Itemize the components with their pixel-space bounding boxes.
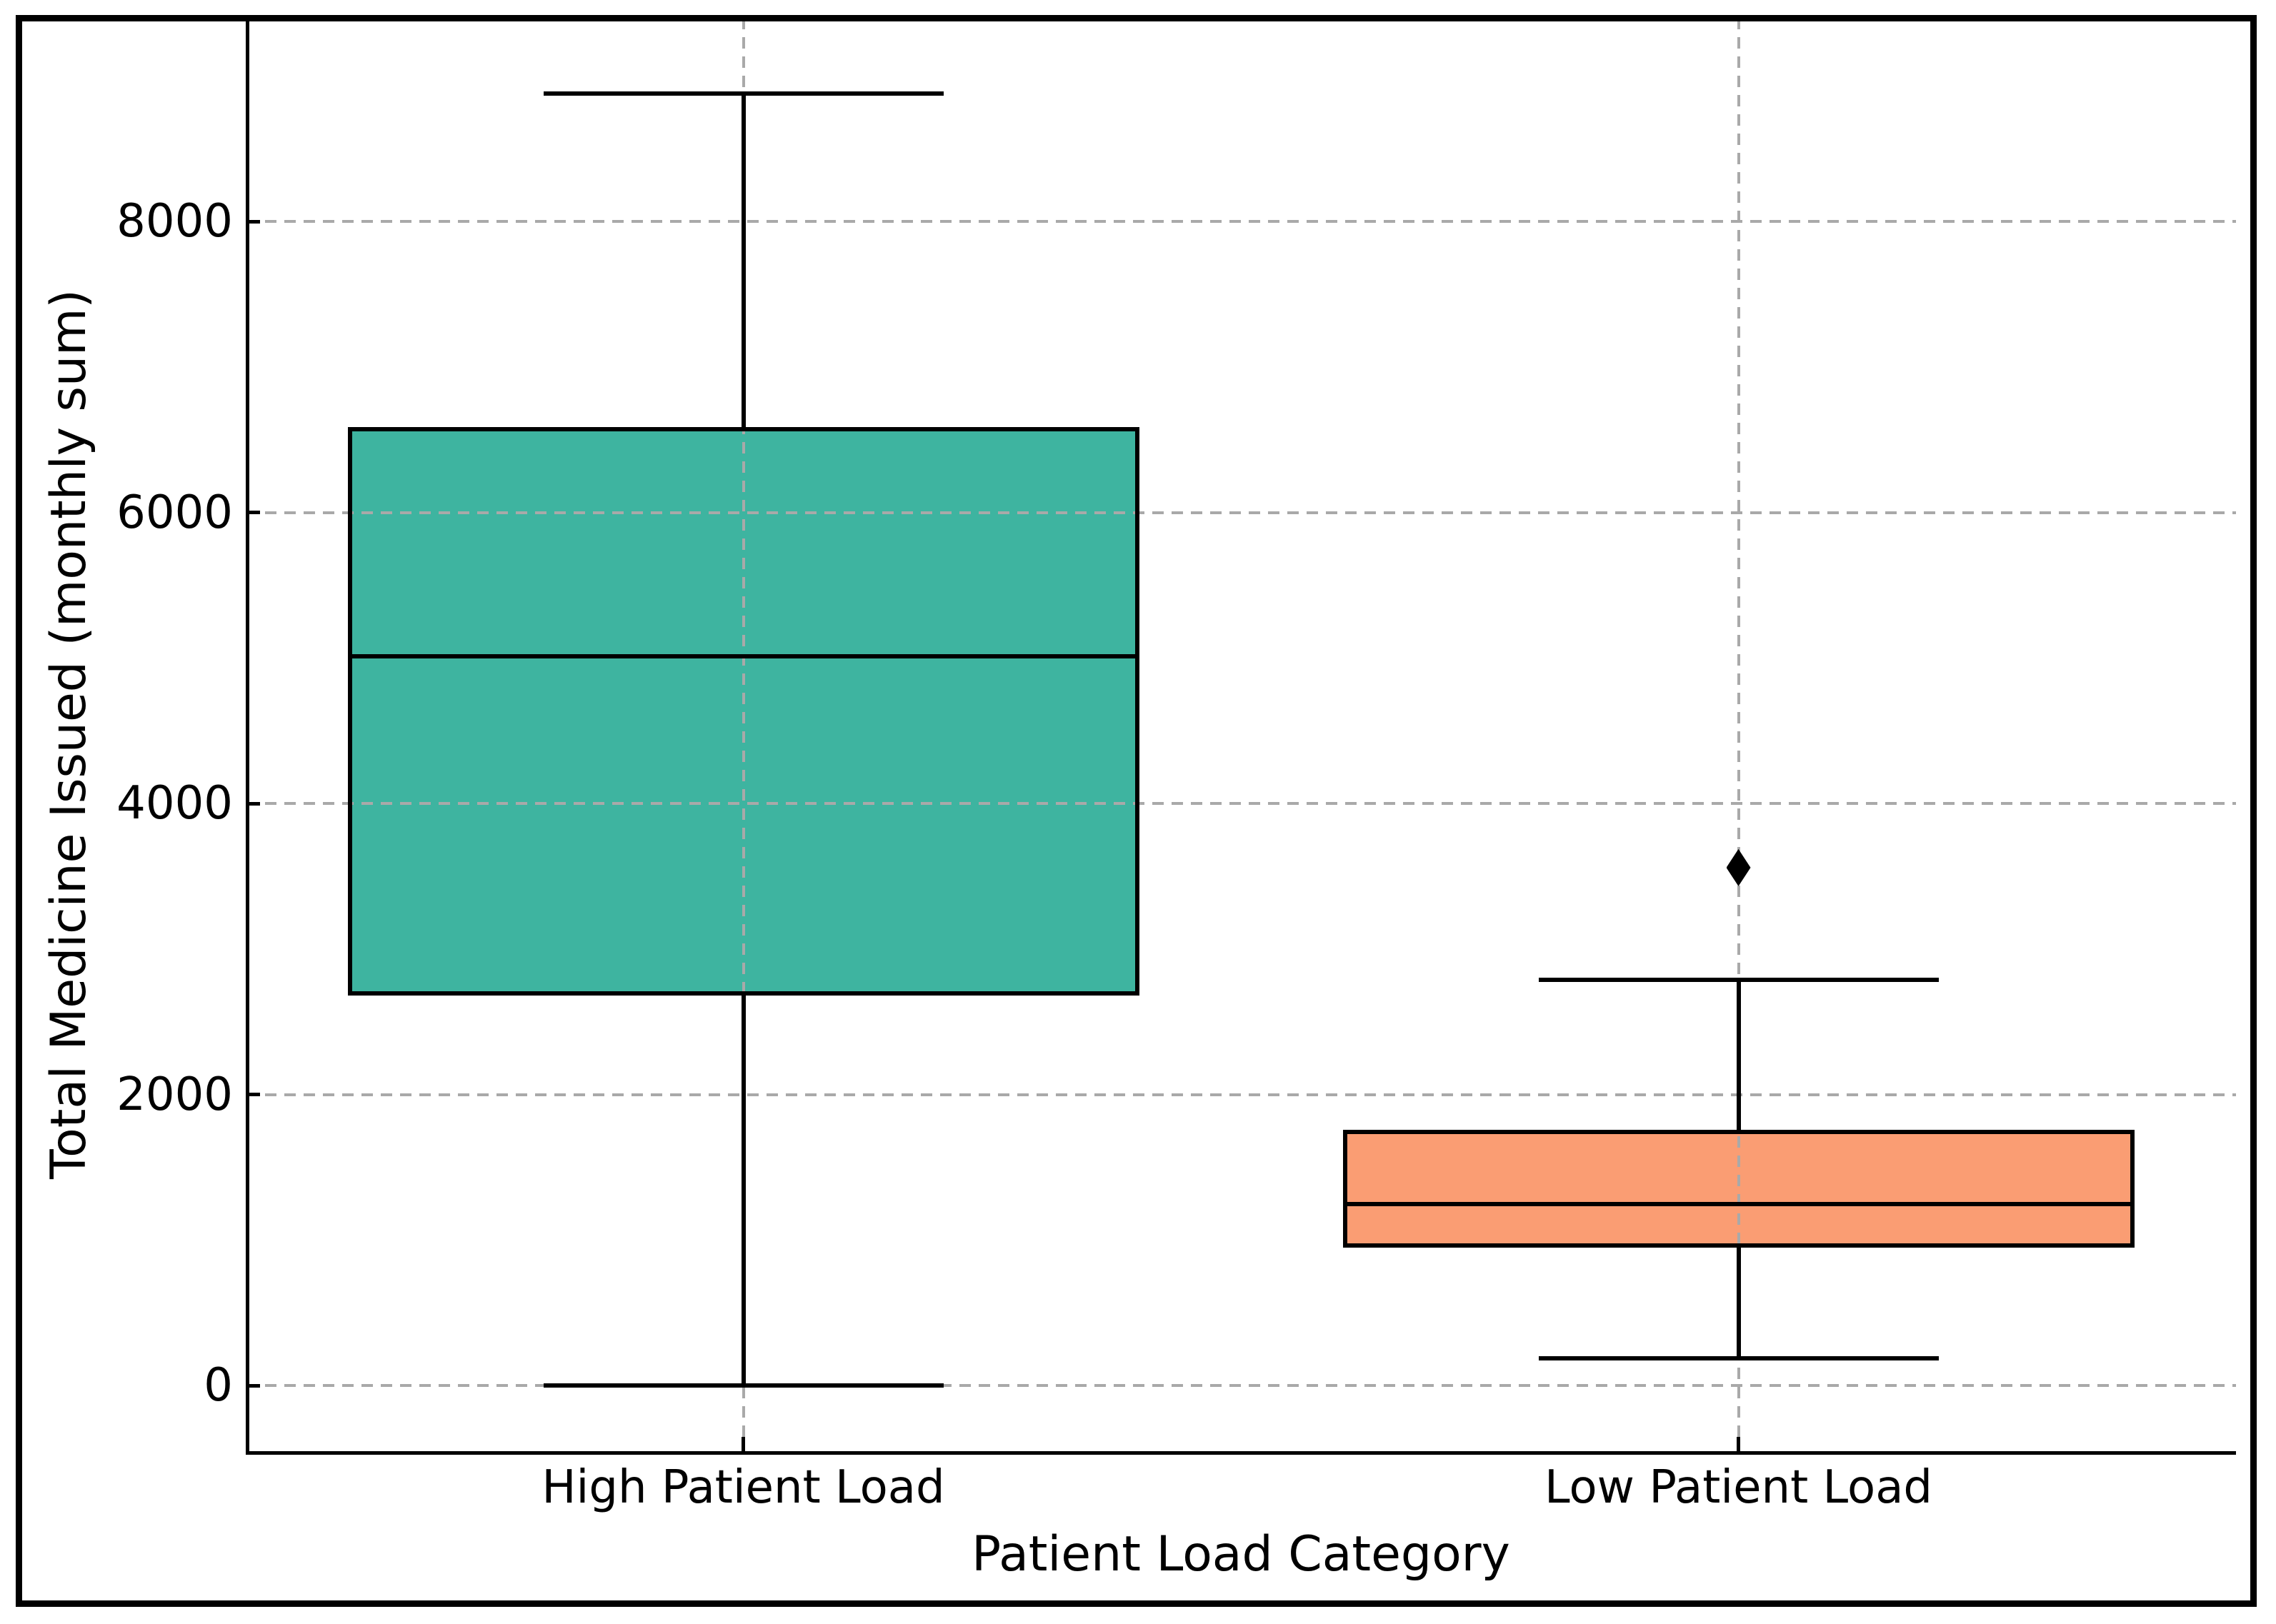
whisker-upper: [741, 93, 746, 427]
whisker-cap-upper: [543, 91, 944, 96]
bottom-spine: [246, 1451, 2236, 1455]
y-gridline: [246, 1093, 2236, 1096]
whisker-cap-lower: [543, 1383, 944, 1388]
x-tick-label: High Patient Load: [541, 1461, 945, 1514]
whisker-upper: [1736, 979, 1741, 1130]
x-tick-mark: [1737, 1437, 1740, 1451]
y-gridline: [246, 511, 2236, 514]
y-tick-label: 4000: [116, 777, 233, 831]
median-line: [347, 654, 1139, 659]
x-axis-label: Patient Load Category: [972, 1526, 1510, 1583]
y-gridline: [246, 802, 2236, 806]
y-tick-label: 2000: [116, 1068, 233, 1121]
y-tick-label: 8000: [116, 195, 233, 249]
y-tick-label: 0: [204, 1359, 233, 1413]
y-tick-mark: [246, 511, 260, 515]
y-tick-mark: [246, 801, 260, 806]
y-gridline: [246, 1384, 2236, 1388]
y-tick-mark: [246, 219, 260, 224]
x-gridline: [1737, 18, 1740, 1451]
whisker-lower: [1736, 1247, 1741, 1358]
y-tick-label: 6000: [116, 486, 233, 539]
x-tick-label: Low Patient Load: [1544, 1461, 1933, 1514]
whisker-cap-upper: [1538, 977, 1939, 982]
x-tick-mark: [742, 1437, 745, 1451]
median-line: [1342, 1201, 2135, 1206]
box-low-border: [1342, 1129, 2135, 1248]
figure-border: [16, 15, 2257, 1607]
left-spine: [246, 18, 249, 1455]
y-tick-mark: [246, 1093, 260, 1097]
y-tick-mark: [246, 1383, 260, 1388]
box-high-border: [347, 426, 1139, 996]
x-gridline: [742, 18, 745, 1451]
whisker-lower: [741, 996, 746, 1386]
whisker-cap-lower: [1538, 1355, 1939, 1360]
y-gridline: [246, 220, 2236, 224]
y-axis-label: Total Medicine Issued (monthly sum): [41, 289, 97, 1179]
